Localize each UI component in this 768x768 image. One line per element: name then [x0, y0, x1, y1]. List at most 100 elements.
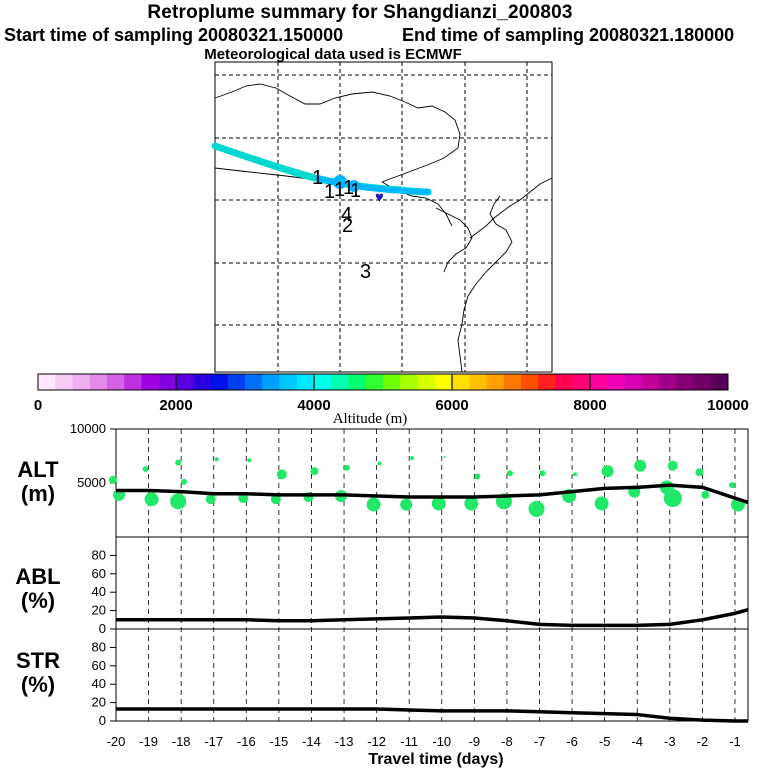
abl-unit-label: (%) [21, 588, 55, 613]
cluster-point-13 [310, 467, 319, 476]
coastline-bohai [435, 207, 473, 273]
colorbar-cell-12 [245, 374, 263, 390]
colorbar-cell-32 [590, 374, 608, 390]
colorbar-cell-35 [641, 374, 660, 390]
str-unit-label: (%) [21, 672, 55, 697]
colorbar-cell-6 [141, 374, 160, 390]
colorbar-cell-19 [365, 374, 384, 390]
colorbar-cell-14 [279, 374, 298, 390]
plume-blob-1 [333, 175, 347, 189]
timeseries-panels: 5000 10000 0 20 40 60 80 0 20 40 60 80 -20 -19 -18 -17… [70, 421, 749, 768]
x-tick--15: -15 [269, 734, 288, 749]
y-tick-abl-60: 60 [92, 566, 106, 581]
abl-label: ABL [15, 564, 60, 589]
colorbar-cell-29 [538, 374, 556, 390]
cluster-point-23 [474, 473, 481, 480]
cluster-point-19 [410, 456, 415, 461]
colorbar-frame [37, 373, 729, 391]
panel-gridlines [115, 429, 736, 721]
y-tick-str-40: 40 [92, 676, 106, 691]
cluster-point-2 [142, 465, 149, 472]
colorbar-cell-20 [383, 374, 401, 390]
cluster-point-12 [270, 494, 281, 505]
cluster-point-4 [175, 459, 182, 466]
x-tick--20: -20 [107, 734, 126, 749]
x-tick--9: -9 [469, 734, 481, 749]
x-tick--19: -19 [139, 734, 158, 749]
map-label-1c: 1 [334, 179, 345, 201]
cluster-point-31 [601, 465, 614, 478]
colorbar-tick-labels: 0 2000 4000 6000 8000 10000 [34, 397, 749, 414]
alt-label: ALT [17, 457, 59, 482]
x-tick--18: -18 [172, 734, 191, 749]
cluster-point-21 [443, 456, 446, 459]
y-tick-str-0: 0 [99, 713, 106, 728]
border-line-2 [214, 167, 317, 181]
colorbar-cell-17 [331, 374, 349, 390]
cluster-point-35 [667, 460, 678, 471]
y-tick-abl-0: 0 [99, 621, 106, 636]
cluster-point-0 [109, 475, 117, 484]
x-tick-labels: -20 -19 -18 -17 -16 -15 -14 -13 -12 -11 -10 -9 -8 -7 -… [107, 734, 741, 749]
cluster-point-40 [728, 482, 735, 489]
cluster-point-33 [634, 459, 647, 472]
colorbar-cell-27 [503, 374, 522, 390]
x-axis-label: Travel time (days) [368, 751, 503, 768]
colorbar: 0 2000 4000 6000 8000 10000 Altitude (m) [34, 373, 749, 427]
series-line-altitude [116, 483, 749, 505]
colorbar-cell-11 [227, 374, 246, 390]
map-label-4: 4 [341, 204, 352, 226]
colorbar-cell-8 [176, 374, 194, 390]
cluster-point-25 [506, 470, 513, 477]
x-tick--3: -3 [664, 734, 676, 749]
colorbar-cell-0 [38, 374, 56, 390]
series-line-str [116, 707, 748, 723]
x-tick--5: -5 [599, 734, 611, 749]
colorbar-axis-label: Altitude (m) [333, 411, 408, 427]
map-panel: 1 1 1 1 1 4 2 3 ♥ [211, 61, 553, 373]
cluster-point-20 [400, 498, 413, 511]
colorbar-cell-23 [434, 374, 453, 390]
colorbar-cells [38, 374, 729, 390]
cluster-point-28 [528, 500, 545, 517]
alt-panel-frame [115, 428, 749, 538]
colorbar-cell-33 [607, 374, 625, 390]
y-tick-str-20: 20 [92, 695, 106, 710]
station-marker: ♥ [375, 189, 384, 206]
colorbar-cell-3 [89, 374, 108, 390]
cluster-point-37 [663, 489, 682, 508]
x-tick--4: -4 [631, 734, 643, 749]
colorbar-cell-5 [124, 374, 142, 390]
cluster-point-18 [366, 497, 381, 512]
map-label-2: 2 [342, 215, 353, 237]
x-tick--17: -17 [204, 734, 223, 749]
colorbar-tick-10000: 10000 [707, 397, 749, 414]
x-tick--8: -8 [501, 734, 513, 749]
x-tick--12: -12 [367, 734, 386, 749]
colorbar-cell-1 [55, 374, 73, 390]
colorbar-tick-6000: 6000 [435, 397, 468, 414]
colorbar-cell-25 [469, 374, 487, 390]
x-tick--11: -11 [400, 734, 418, 749]
y-tick-altitude-5000: 5000 [77, 475, 106, 490]
x-tick--1: -1 [729, 734, 741, 749]
colorbar-tick-4000: 4000 [297, 397, 330, 414]
cluster-point-9 [247, 458, 252, 463]
str-panel-frame [115, 628, 749, 722]
y-tick-abl-20: 20 [92, 603, 106, 618]
start-time-label: Start time of sampling 20080321.150000 [4, 25, 344, 45]
colorbar-cell-36 [659, 374, 677, 390]
end-time-label: End time of sampling 20080321.180000 [402, 25, 735, 45]
map-label-1b: 1 [324, 181, 335, 203]
y-tick-str-80: 80 [92, 639, 106, 654]
plume-blob-2 [348, 180, 360, 192]
cluster-point-29 [573, 472, 578, 477]
map-graticule [215, 62, 552, 372]
cluster-point-22 [431, 496, 446, 511]
colorbar-tick-8000: 8000 [573, 397, 606, 414]
colorbar-cell-26 [486, 374, 505, 390]
abl-panel-frame [115, 536, 749, 630]
x-tick--13: -13 [335, 734, 354, 749]
cluster-point-15 [344, 464, 351, 471]
